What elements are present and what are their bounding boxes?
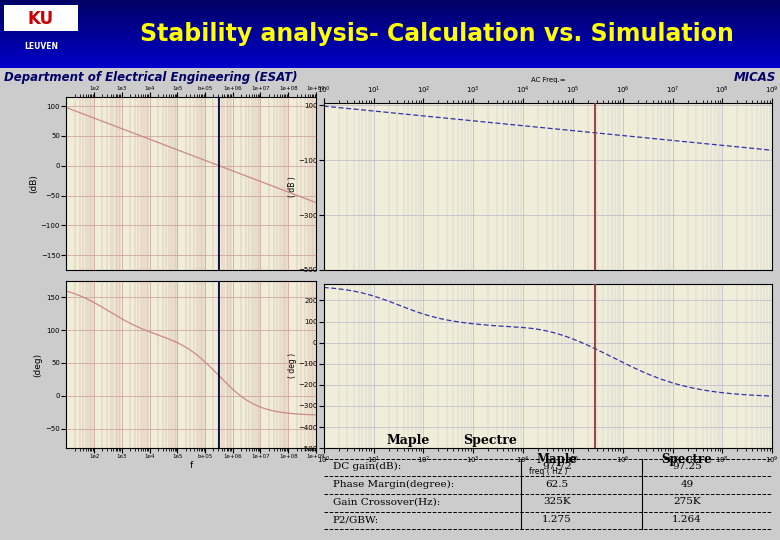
- Bar: [0, 31, 780, 32]
- Y-axis label: (deg): (deg): [34, 353, 43, 376]
- Bar: [0, 26, 780, 27]
- Bar: [0, 51, 780, 52]
- Text: Spectre: Spectre: [463, 434, 517, 447]
- Y-axis label: ( deg ): ( deg ): [288, 353, 296, 379]
- Bar: [0, 46, 780, 47]
- Bar: [0, 62, 780, 63]
- Text: DC gain(dB):: DC gain(dB):: [333, 462, 401, 471]
- Bar: [0, 56, 780, 57]
- Bar: [0, 22, 780, 23]
- Text: 1.264: 1.264: [672, 515, 702, 524]
- Bar: [0, 15, 780, 16]
- Bar: [0, 66, 780, 67]
- Bar: [0, 44, 780, 45]
- Text: 49: 49: [680, 480, 693, 489]
- Bar: [0, 48, 780, 49]
- Bar: [0, 67, 780, 68]
- Bar: [0, 29, 780, 30]
- Bar: [0, 38, 780, 39]
- Bar: [0, 30, 780, 31]
- Bar: [0, 13, 780, 14]
- Bar: [0, 57, 780, 58]
- Bar: [0, 43, 780, 44]
- Text: KU: KU: [28, 10, 54, 28]
- Bar: [0, 20, 780, 21]
- Text: Maple: Maple: [537, 453, 577, 465]
- Bar: [0, 37, 780, 38]
- Bar: [0, 24, 780, 25]
- Bar: [0, 12, 780, 13]
- Text: Gain Crossover(Hz):: Gain Crossover(Hz):: [333, 497, 440, 507]
- Bar: [0, 45, 780, 46]
- Bar: [0, 53, 780, 54]
- Bar: [0, 10, 780, 11]
- Bar: [0, 42, 780, 43]
- Bar: [0, 35, 780, 36]
- Bar: [0, 8, 780, 9]
- Bar: [0, 14, 780, 15]
- Text: Phase Margin(degree):: Phase Margin(degree):: [333, 480, 454, 489]
- Text: P2/GBW:: P2/GBW:: [333, 515, 379, 524]
- Bar: [0, 0, 780, 1]
- Bar: [0, 5, 780, 6]
- Bar: [0, 2, 780, 3]
- Bar: [0, 4, 780, 5]
- Bar: [0, 59, 780, 60]
- Text: Maple: Maple: [386, 434, 430, 447]
- Bar: [0, 55, 780, 56]
- Bar: [0, 6, 780, 8]
- Bar: [0, 39, 780, 40]
- Bar: [0, 28, 780, 29]
- Bar: [0, 19, 780, 20]
- Bar: [0, 1, 780, 2]
- Text: Stability analysis- Calculation vs. Simulation: Stability analysis- Calculation vs. Simu…: [140, 22, 734, 46]
- Y-axis label: ( dB ): ( dB ): [288, 176, 296, 197]
- Bar: [0, 32, 780, 33]
- Text: 97.72: 97.72: [542, 462, 572, 471]
- Bar: [4, 5, 78, 31]
- Y-axis label: (dB): (dB): [29, 174, 38, 193]
- Bar: [0, 11, 780, 12]
- Text: 1.275: 1.275: [542, 515, 572, 524]
- X-axis label: f: f: [190, 461, 193, 470]
- Bar: [0, 55, 780, 56]
- Bar: [0, 3, 780, 4]
- Text: Spectre: Spectre: [661, 453, 712, 465]
- Bar: [0, 52, 780, 53]
- Bar: [0, 49, 780, 50]
- Text: 325K: 325K: [543, 497, 571, 507]
- Bar: [0, 50, 780, 51]
- Title: AC Freq.=: AC Freq.=: [530, 77, 566, 83]
- Bar: [0, 63, 780, 64]
- Bar: [0, 21, 780, 22]
- Text: Department of Electrical Engineering (ESAT): Department of Electrical Engineering (ES…: [4, 71, 297, 84]
- Bar: [0, 41, 780, 42]
- Bar: [0, 47, 780, 48]
- Bar: [0, 60, 780, 62]
- Text: 62.5: 62.5: [545, 480, 569, 489]
- Bar: [0, 16, 780, 17]
- X-axis label: freq ( Hz ): freq ( Hz ): [529, 467, 567, 476]
- Text: 97.25: 97.25: [672, 462, 702, 471]
- Bar: [0, 65, 780, 66]
- Bar: [0, 58, 780, 59]
- Bar: [0, 9, 780, 10]
- Bar: [0, 27, 780, 28]
- Text: LEUVEN: LEUVEN: [24, 42, 58, 51]
- Bar: [0, 36, 780, 37]
- Bar: [0, 54, 780, 55]
- Bar: [0, 64, 780, 65]
- Bar: [0, 40, 780, 41]
- Text: MICAS: MICAS: [734, 71, 776, 84]
- Bar: [0, 33, 780, 35]
- Text: 275K: 275K: [673, 497, 700, 507]
- Bar: [0, 23, 780, 24]
- Bar: [0, 18, 780, 19]
